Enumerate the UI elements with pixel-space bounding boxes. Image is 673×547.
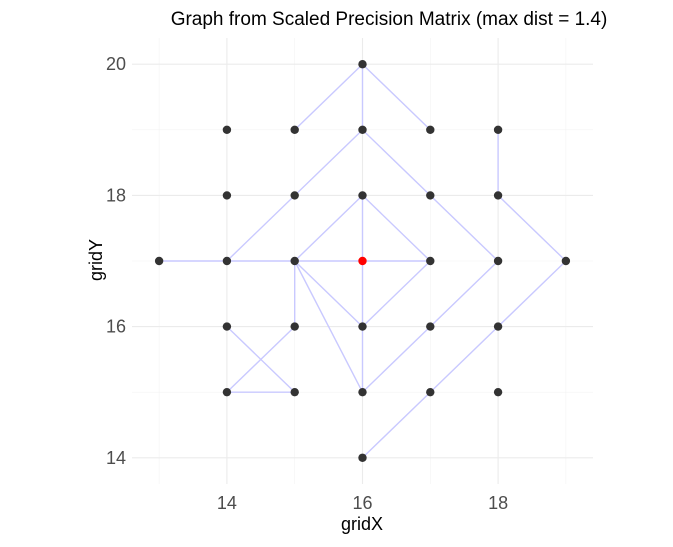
y-axis-label: gridY: [86, 239, 106, 281]
data-point: [358, 453, 367, 462]
data-point: [426, 322, 435, 331]
data-point: [154, 256, 164, 266]
graph-edge: [294, 63, 363, 131]
graph-edge: [362, 63, 431, 131]
y-axis-ticks: 14 16 18 20: [106, 54, 126, 468]
data-point: [493, 387, 503, 397]
data-point: [493, 256, 503, 266]
data-point: [290, 191, 299, 200]
data-point: [426, 387, 435, 397]
graph-edge: [362, 260, 567, 459]
graph-edge: [226, 326, 296, 393]
data-point: [426, 191, 435, 200]
x-tick-label: 18: [488, 493, 508, 513]
graph-edge: [362, 260, 431, 328]
data-point: [426, 125, 435, 135]
data-point: [222, 256, 232, 266]
data-point: [222, 191, 232, 200]
data-point: [493, 125, 503, 135]
data-point: [222, 387, 232, 397]
x-tick-label: 14: [217, 493, 237, 513]
highlighted-point: [358, 256, 367, 266]
data-point: [493, 191, 503, 200]
data-point: [290, 125, 299, 135]
x-axis-label: gridX: [341, 514, 383, 534]
graph-edge: [294, 260, 364, 393]
graph-edge: [294, 194, 363, 262]
data-point: [358, 60, 367, 69]
data-point: [290, 256, 299, 266]
data-point: [561, 256, 571, 266]
data-point: [290, 387, 299, 397]
y-tick-label: 20: [106, 54, 126, 74]
graph-points: [154, 60, 571, 462]
graph-edge: [497, 194, 567, 262]
x-axis-ticks: 14 16 18: [217, 493, 508, 513]
data-point: [358, 322, 367, 331]
y-tick-label: 14: [106, 448, 126, 468]
graph-edge: [362, 194, 431, 262]
data-point: [222, 322, 232, 331]
data-point: [426, 256, 435, 266]
data-point: [290, 322, 299, 331]
data-point: [493, 322, 503, 331]
data-point: [358, 387, 367, 397]
graph-edge: [294, 260, 363, 328]
y-tick-label: 18: [106, 185, 126, 205]
x-tick-label: 16: [352, 493, 372, 513]
data-point: [222, 125, 232, 135]
y-tick-label: 16: [106, 317, 126, 337]
data-point: [358, 125, 367, 135]
data-point: [358, 191, 367, 200]
chart-title: Graph from Scaled Precision Matrix (max …: [171, 9, 608, 30]
